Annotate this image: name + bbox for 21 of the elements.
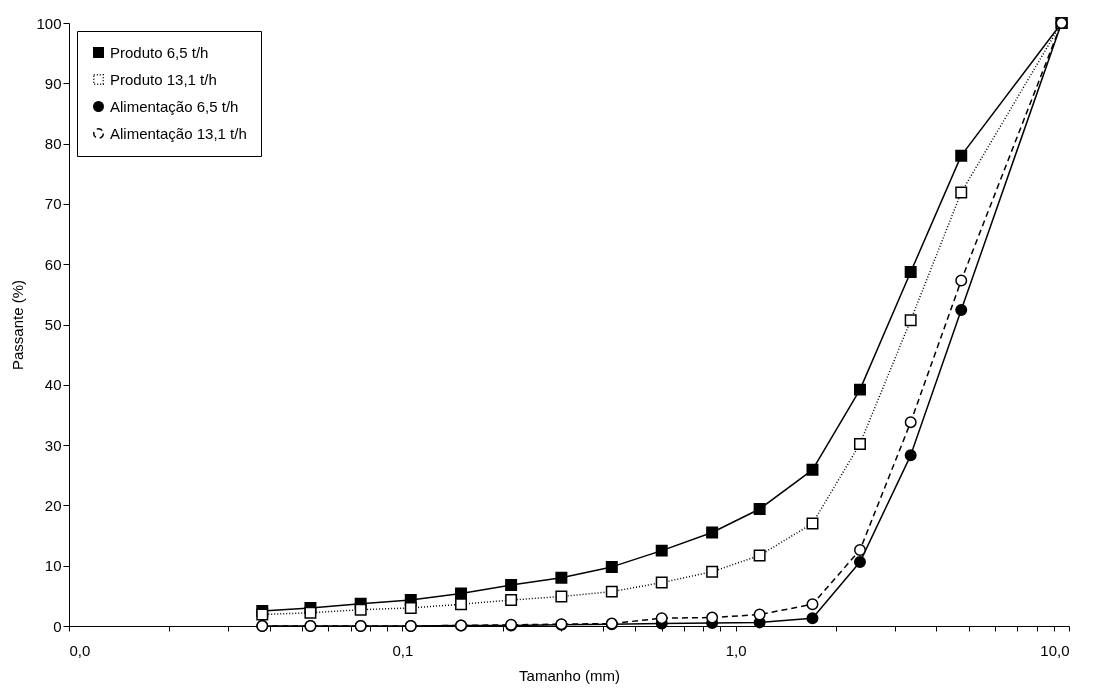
y-tick-label: 100 (36, 14, 62, 32)
x-tick-label: 1,0 (725, 641, 747, 659)
y-tick-label: 40 (44, 376, 62, 394)
y-tick-label: 20 (44, 496, 62, 514)
y-tick-label: 10 (44, 557, 62, 575)
y-tick-label: 0 (53, 617, 62, 635)
x-tick-label: 0,1 (392, 641, 414, 659)
y-axis-title: Passante (%) (9, 279, 27, 371)
x-axis-title: Tamanho (mm) (519, 666, 620, 684)
legend-label: Produto 13,1 t/h (110, 70, 217, 88)
y-tick-label: 30 (44, 436, 62, 454)
y-tick-label: 50 (44, 316, 62, 333)
legend-label: Alimentação 13,1 t/h (110, 124, 247, 142)
x-tick-label: 10,0 (1040, 641, 1070, 659)
y-tick-label: 70 (44, 195, 62, 213)
legend-label: Alimentação 6,5 t/h (110, 97, 239, 115)
y-tick-label: 80 (44, 135, 62, 153)
y-tick-label: 60 (44, 255, 62, 273)
y-tick-label: 90 (44, 74, 62, 92)
legend-label: Produto 6,5 t/h (110, 43, 209, 61)
x-tick-label: 0,0 (69, 641, 91, 659)
